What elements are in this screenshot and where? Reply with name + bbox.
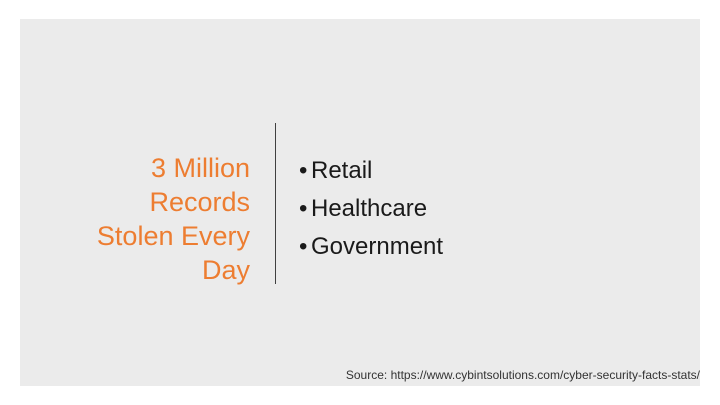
vertical-divider <box>275 123 276 284</box>
source-citation: Source: https://www.cybintsolutions.com/… <box>345 368 700 382</box>
bullet-text: Government <box>311 233 444 260</box>
bullet-icon: • <box>299 233 308 260</box>
title-line: Stolen Every <box>96 221 250 251</box>
title-line: Records <box>149 187 250 217</box>
bullet-list: • Retail • Healthcare • Government <box>299 152 443 266</box>
bullet-icon: • <box>299 157 308 184</box>
slide-title: 3 Million Records Stolen Every Day <box>20 151 250 287</box>
bullet-icon: • <box>299 195 308 222</box>
bullet-text: Healthcare <box>311 195 428 222</box>
bullet-item-government: • Government <box>299 228 443 266</box>
title-line: 3 Million <box>150 153 250 183</box>
bullet-item-retail: • Retail <box>299 152 443 190</box>
bullet-item-healthcare: • Healthcare <box>299 190 443 228</box>
bullet-text: Retail <box>311 157 373 184</box>
slide: 3 Million Records Stolen Every Day • Ret… <box>20 19 700 386</box>
title-line: Day <box>201 255 250 285</box>
